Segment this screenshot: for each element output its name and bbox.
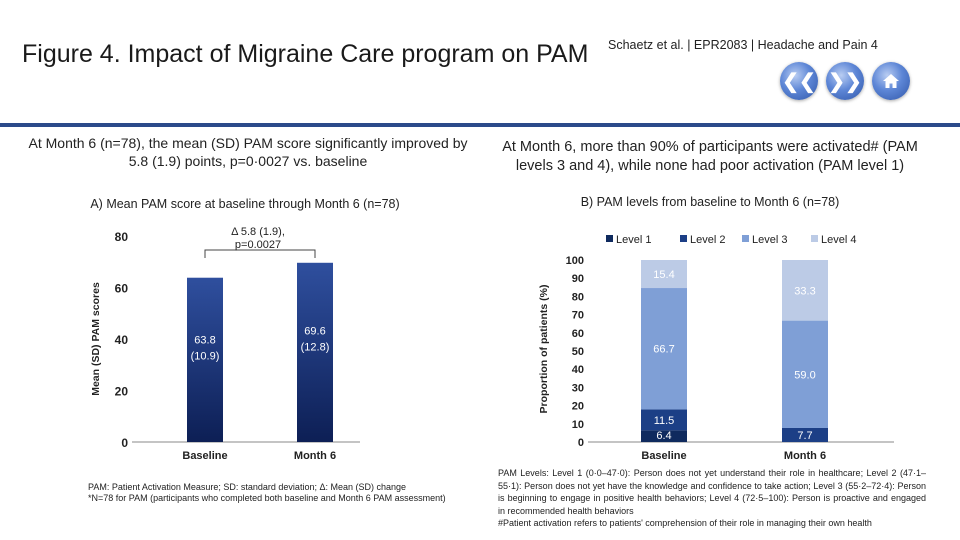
bar-segment-level-2 (641, 409, 687, 431)
chart-a-mean-pam: 0 20 40 60 80 Mean (SD) PAM scores 63.8 (10.9) B… (90, 226, 360, 462)
y-tick-label: 20 (115, 385, 129, 399)
x-tick-label: Baseline (641, 450, 686, 462)
legend-label: Level 2 (690, 234, 725, 246)
significance-bracket (204, 249, 316, 258)
bar-segment-level-2 (782, 427, 828, 442)
bar-sd-label: (12.8) (301, 341, 330, 353)
y-tick-label: 40 (572, 364, 584, 376)
footnote-activation: #Patient activation refers to patients' … (498, 518, 872, 528)
y-tick-label: 60 (115, 282, 129, 296)
legend-swatch (811, 235, 818, 242)
legend-swatch (680, 235, 687, 242)
y-tick-label: 50 (572, 346, 584, 358)
y-tick-label: 0 (121, 436, 128, 450)
bar-sd-label: (10.9) (191, 350, 220, 362)
page-title: Figure 4. Impact of Migraine Care progra… (22, 40, 589, 68)
citation: Schaetz et al. | EPR2083 | Headache and … (608, 38, 878, 52)
next-button[interactable]: ❯❯ (826, 62, 864, 100)
x-tick-label: Baseline (182, 450, 227, 462)
y-tick-label: 0 (578, 437, 584, 449)
x-tick-label: Month 6 (784, 450, 826, 462)
bar-segment-level-3 (782, 320, 828, 428)
x-tick-label: Month 6 (294, 450, 336, 462)
bar-baseline (187, 277, 223, 442)
chevron-left-icon: ❮❮ (782, 70, 816, 93)
segment-value-label: 11.5 (654, 415, 675, 427)
chevron-right-icon: ❯❯ (828, 70, 862, 93)
left-heading: At Month 6 (n=78), the mean (SD) PAM sco… (28, 135, 468, 169)
footnote-sample: *N=78 for PAM (participants who complete… (88, 493, 446, 503)
legend-swatch (742, 235, 749, 242)
y-tick-label: 60 (572, 328, 584, 340)
y-tick-label: 10 (572, 419, 584, 431)
segment-value-label: 66.7 (653, 344, 674, 356)
y-tick-label: 20 (572, 401, 584, 413)
annotation-pvalue: p=0.0027 (235, 239, 281, 251)
chart-a-subtitle: A) Mean PAM score at baseline through Mo… (90, 197, 400, 211)
y-tick-label: 100 (566, 255, 584, 267)
y-axis-label: Mean (SD) PAM scores (90, 282, 102, 396)
header-divider (0, 123, 960, 127)
home-icon (883, 74, 899, 88)
bar-segment-level-1 (641, 430, 687, 442)
home-button[interactable] (872, 62, 910, 100)
annotation-change: Δ 5.8 (1.9), (231, 226, 285, 238)
bar-value-label: 63.8 (194, 334, 215, 346)
chart-b-pam-levels: 0 10 20 30 40 50 60 70 80 90 100 Proportion of pati… (538, 234, 894, 462)
bar-month-6 (297, 262, 333, 442)
legend-label: Level 1 (616, 234, 651, 246)
legend-swatch (606, 235, 613, 242)
y-tick-label: 30 (572, 382, 584, 394)
y-tick-label: 90 (572, 273, 584, 285)
segment-value-label: 7.7 (797, 430, 812, 442)
footnote-left: PAM: Patient Activation Measure; SD: sta… (88, 482, 493, 504)
y-tick-label: 70 (572, 310, 584, 322)
segment-value-label: 6.4 (656, 430, 671, 442)
header: Figure 4. Impact of Migraine Care progra… (0, 0, 960, 123)
bar-segment-level-3 (641, 288, 687, 410)
segment-value-label: 15.4 (653, 269, 674, 281)
legend-label: Level 4 (821, 234, 856, 246)
bar-segment-level-4 (782, 260, 828, 321)
previous-button[interactable]: ❮❮ (780, 62, 818, 100)
chart-b-subtitle: B) PAM levels from baseline to Month 6 (… (580, 195, 840, 209)
segment-value-label: 33.3 (794, 285, 815, 297)
footnote-right: PAM Levels: Level 1 (0·0–47·0): Person d… (498, 467, 926, 530)
bar-segment-level-4 (641, 260, 687, 289)
y-tick-label: 80 (572, 291, 584, 303)
y-axis-label: Proportion of patients (%) (538, 285, 550, 414)
footnote-pam-levels: PAM Levels: Level 1 (0·0–47·0): Person d… (498, 468, 926, 516)
y-tick-label: 40 (115, 333, 129, 347)
y-tick-label: 80 (115, 230, 129, 244)
footnote-abbreviations: PAM: Patient Activation Measure; SD: sta… (88, 482, 407, 492)
bar-value-label: 69.6 (304, 325, 325, 337)
legend-label: Level 3 (752, 234, 787, 246)
segment-value-label: 59.0 (794, 369, 815, 381)
right-heading: At Month 6, more than 90% of participant… (502, 139, 918, 174)
